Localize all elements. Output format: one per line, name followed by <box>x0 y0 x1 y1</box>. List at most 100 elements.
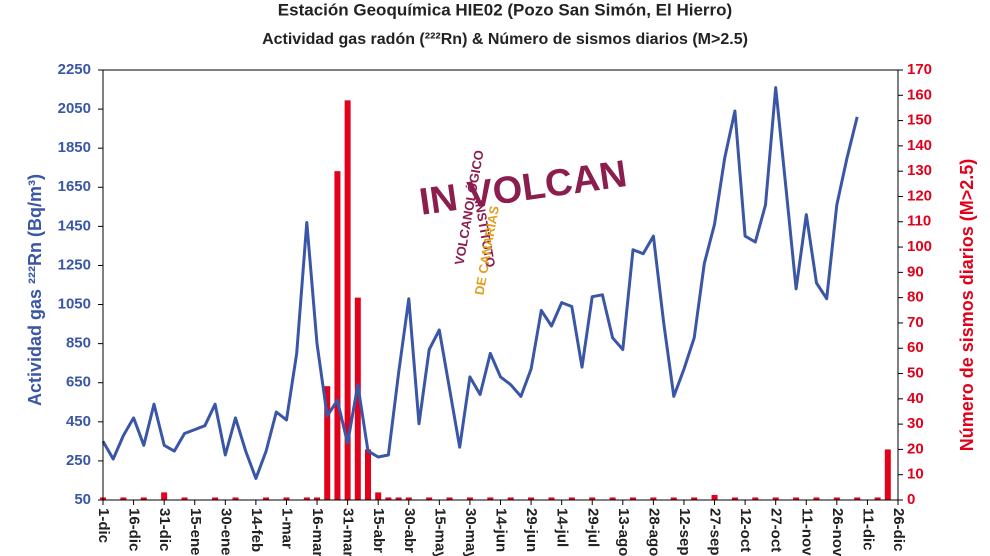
plot-frame <box>102 69 899 501</box>
bar <box>650 497 657 500</box>
y2-tick-label: 170 <box>907 61 932 78</box>
x-tick-label: 30-abr <box>401 508 418 553</box>
y-tick-label: 1850 <box>58 139 91 156</box>
x-tick-label: 27-sep <box>707 508 724 556</box>
bar <box>446 497 453 500</box>
x-tick-label: 26-nov <box>829 508 846 556</box>
bar <box>833 497 840 500</box>
y-tick-label: 1650 <box>58 178 91 195</box>
y2-axis-label: Número de sismos diarios (M>2.5) <box>957 159 977 452</box>
bar <box>487 497 494 500</box>
y2-tick-label: 60 <box>907 339 924 356</box>
bar <box>120 497 127 500</box>
bar <box>568 497 575 500</box>
bar <box>344 100 351 501</box>
bar <box>232 497 239 500</box>
bar <box>303 497 310 500</box>
bar <box>375 492 382 500</box>
y2-tick-label: 140 <box>907 137 932 154</box>
x-tick-label: 30-ene <box>217 508 234 556</box>
x-tick-label: 14-jun <box>493 508 510 552</box>
bar <box>548 497 555 500</box>
x-tick-label: 29-jun <box>523 508 540 552</box>
bar <box>426 497 433 500</box>
bar <box>772 497 779 500</box>
bar <box>334 171 341 501</box>
x-tick-label: 29-jul <box>584 508 601 547</box>
x-tick-label: 28-ago <box>645 508 662 556</box>
y2-tick-label: 100 <box>907 238 932 255</box>
x-tick-label: 15-abr <box>370 508 387 553</box>
y2-tick-label: 70 <box>907 314 924 331</box>
bar <box>752 497 759 500</box>
bar <box>589 497 596 500</box>
y-tick-label: 2050 <box>58 100 91 117</box>
x-tick-label: 30-may <box>462 508 479 556</box>
bar <box>670 497 677 500</box>
line <box>101 86 859 480</box>
x-tick-label: 26-dic <box>890 508 907 551</box>
bar <box>691 497 698 500</box>
y2-tick-label: 10 <box>907 466 924 483</box>
y2-tick-label: 90 <box>907 263 924 280</box>
bar <box>161 492 168 500</box>
bar <box>324 386 331 500</box>
y-tick-label: 2250 <box>58 61 91 78</box>
x-tick-label: 14-jul <box>554 508 571 547</box>
bar <box>365 449 371 500</box>
bar <box>212 497 219 500</box>
y2-tick-label: 50 <box>907 364 924 381</box>
y2-tick-label: 130 <box>907 162 932 179</box>
logo: IN VOLCAN INSTITUTO VOLCANOLÓGICO DE CAN… <box>417 149 630 296</box>
bar <box>854 497 861 500</box>
bar <box>140 497 147 500</box>
x-tick-label: 11-nov <box>798 508 815 556</box>
y2-tick-label: 30 <box>907 415 924 432</box>
chart-subtitle: Actividad gas radón (²²²Rn) & Número de … <box>262 31 748 48</box>
y2-tick-label: 20 <box>907 440 924 457</box>
bar <box>385 497 392 500</box>
x-tick-label: 31-dic <box>156 508 173 551</box>
y-tick-label: 250 <box>66 452 91 469</box>
y2-tick-label: 80 <box>907 289 924 306</box>
x-tick-label: 15-ene <box>187 508 204 556</box>
x-tick-label: 1-mar <box>278 508 295 549</box>
bar <box>314 497 321 500</box>
y2-tick-label: 120 <box>907 187 932 204</box>
bar <box>528 497 535 500</box>
bar <box>354 297 361 500</box>
y-tick-label: 1050 <box>58 296 91 313</box>
bar <box>283 497 290 500</box>
x-tick-label: 15-may <box>431 508 448 556</box>
x-tick-label: 16-dic <box>126 508 143 551</box>
y-tick-label: 850 <box>66 335 91 352</box>
y2-tick-label: 150 <box>907 112 932 129</box>
bar <box>395 497 402 500</box>
bar <box>630 497 636 500</box>
x-tick-label: 14-feb <box>248 508 265 552</box>
x-tick-label: 16-mar <box>309 508 326 556</box>
y-tick-label: 450 <box>66 413 91 430</box>
bar <box>181 497 188 500</box>
bar <box>609 497 616 500</box>
bar <box>507 497 514 500</box>
y2-tick-label: 160 <box>907 86 932 103</box>
bar <box>793 497 800 500</box>
y-tick-label: 1450 <box>58 217 91 234</box>
bar <box>884 449 891 500</box>
x-tick-label: 12-sep <box>676 508 693 556</box>
bar <box>711 494 718 500</box>
y-tick-label: 50 <box>74 491 91 508</box>
x-tick-label: 13-ago <box>615 508 632 556</box>
y2-tick-label: 40 <box>907 390 924 407</box>
x-tick-label: 11-dic <box>859 508 876 551</box>
bar <box>263 497 270 500</box>
y-axis-label: Actividad gas ²²²Rn (Bq/m³) <box>25 174 45 406</box>
bar <box>813 497 820 500</box>
bar <box>731 497 738 500</box>
bar <box>405 497 412 500</box>
x-tick-label: 27-oct <box>768 508 785 552</box>
x-tick-label: 31-mar <box>340 508 357 556</box>
x-tick-label: 1-dic <box>95 508 112 543</box>
